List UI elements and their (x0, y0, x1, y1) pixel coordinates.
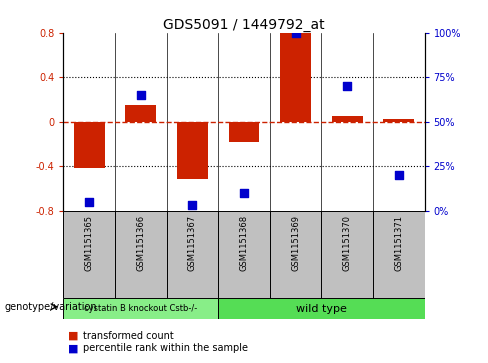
Text: percentile rank within the sample: percentile rank within the sample (83, 343, 248, 354)
Text: cystatin B knockout Cstb-/-: cystatin B knockout Cstb-/- (84, 304, 198, 313)
Text: genotype/variation: genotype/variation (5, 302, 98, 312)
Point (137, 92, 145, 98)
Text: ■: ■ (68, 331, 79, 341)
Point (343, 83, 351, 89)
Title: GDS5091 / 1449792_at: GDS5091 / 1449792_at (163, 18, 325, 32)
Bar (332, 116, 363, 122)
Text: GSM1151367: GSM1151367 (188, 215, 197, 271)
Text: GSM1151366: GSM1151366 (136, 215, 145, 271)
Bar (74, 122, 105, 168)
Bar (228, 122, 260, 142)
Point (85, 199, 93, 205)
Bar (177, 122, 208, 179)
Point (292, 30, 300, 36)
Bar (63, 298, 218, 319)
Bar (280, 33, 311, 122)
Text: GSM1151365: GSM1151365 (85, 215, 94, 271)
Bar (383, 119, 414, 122)
Bar (125, 105, 156, 122)
Text: GSM1151368: GSM1151368 (240, 215, 248, 271)
Text: GSM1151370: GSM1151370 (343, 215, 352, 271)
Text: transformed count: transformed count (83, 331, 174, 341)
Text: ■: ■ (68, 343, 79, 354)
Text: GSM1151369: GSM1151369 (291, 215, 300, 271)
Bar (218, 298, 425, 319)
Text: GSM1151371: GSM1151371 (394, 215, 403, 271)
Point (395, 172, 403, 178)
Text: wild type: wild type (296, 303, 347, 314)
Point (188, 202, 196, 208)
Point (240, 190, 248, 196)
